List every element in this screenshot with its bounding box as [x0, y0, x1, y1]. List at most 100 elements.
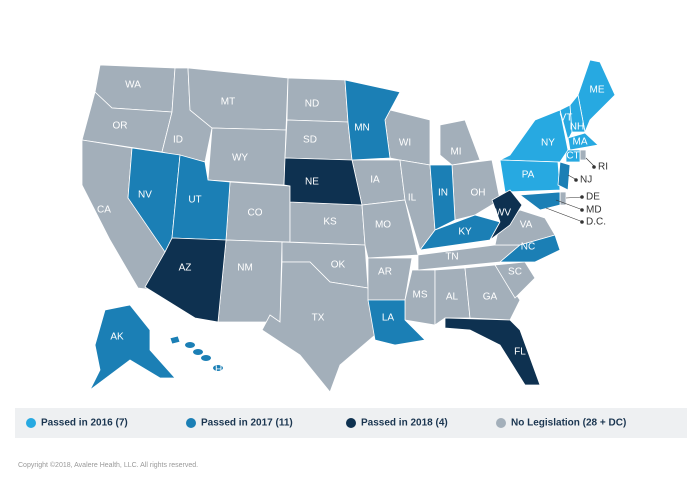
state-label: OK — [331, 260, 346, 271]
state — [367, 299, 426, 346]
state-label: CA — [97, 205, 111, 216]
leader — [545, 207, 584, 223]
state-label: UT — [188, 195, 201, 206]
state-label: NH — [570, 122, 584, 133]
state-label: OH — [471, 188, 486, 199]
state-label: WI — [399, 138, 411, 149]
legend-swatch — [186, 418, 196, 428]
island — [193, 349, 203, 355]
state-label: KY — [458, 227, 472, 238]
state — [557, 161, 571, 191]
state-label: LA — [382, 313, 395, 324]
state — [489, 189, 523, 241]
state-label: ID — [173, 135, 183, 146]
state — [89, 304, 176, 391]
state-label: RI — [598, 162, 608, 173]
state — [559, 191, 567, 206]
state-label: TX — [312, 313, 325, 324]
state — [518, 191, 561, 211]
state — [283, 157, 363, 206]
state — [569, 94, 586, 133]
state-label: MT — [221, 97, 235, 108]
state — [429, 164, 456, 231]
state-label: AL — [446, 292, 459, 303]
leader — [565, 196, 584, 199]
state — [284, 119, 353, 161]
state-label: WV — [495, 208, 511, 219]
state — [217, 239, 283, 323]
state-label: ND — [305, 99, 319, 110]
state — [494, 261, 536, 299]
state-label: MN — [354, 123, 370, 134]
state-label: NV — [138, 190, 152, 201]
leader-dot — [592, 165, 596, 169]
state-label: MO — [375, 220, 391, 231]
leader-dot — [580, 195, 584, 199]
state-label: SC — [508, 267, 522, 278]
legend-label: Passed in 2016 (7) — [41, 418, 128, 429]
state-label: AR — [378, 267, 392, 278]
state — [169, 335, 181, 345]
state-label: TN — [445, 252, 458, 263]
state-label: OR — [113, 121, 128, 132]
legend-label: No Legislation (28 + DC) — [511, 418, 626, 429]
state-label: NY — [541, 138, 555, 149]
copyright: Copyright ©2018, Avalere Health, LLC. Al… — [18, 461, 198, 469]
island — [185, 342, 195, 348]
state-label: KS — [323, 217, 337, 228]
state-label: AK — [110, 332, 124, 343]
state — [498, 234, 561, 263]
state-label: VA — [520, 220, 533, 231]
state-label: IN — [438, 188, 448, 199]
state — [565, 149, 581, 163]
legend-label: Passed in 2017 (11) — [201, 418, 293, 429]
state-label: VT — [560, 113, 573, 124]
state — [344, 79, 401, 161]
state-label: MA — [573, 137, 588, 148]
state — [464, 264, 521, 321]
leader-dot — [580, 220, 584, 224]
state-label: GA — [483, 292, 498, 303]
state — [567, 132, 599, 151]
state-label: NE — [305, 177, 319, 188]
legend-swatch — [496, 418, 506, 428]
state-label: MI — [450, 147, 461, 158]
state-label: MD — [586, 205, 602, 216]
state — [419, 214, 501, 251]
state-label: WY — [232, 153, 248, 164]
state-label: D.C. — [586, 217, 606, 228]
state-label: MS — [413, 290, 428, 301]
state-label: SD — [303, 135, 317, 146]
state-label: CO — [248, 208, 263, 219]
leader-dot — [574, 178, 578, 182]
state — [144, 237, 227, 323]
state — [361, 199, 419, 259]
state — [367, 257, 413, 301]
state-label: WA — [125, 80, 141, 91]
legend-label: Passed in 2018 (4) — [361, 418, 448, 429]
state — [404, 269, 436, 326]
state — [261, 261, 376, 393]
state-label: ME — [590, 85, 605, 96]
state-label: AZ — [179, 263, 192, 274]
island — [213, 365, 223, 371]
state — [439, 119, 481, 166]
state — [444, 317, 541, 386]
state — [579, 149, 587, 161]
state-label: NJ — [580, 175, 592, 186]
state-label: DE — [586, 192, 600, 203]
state-label: NC — [521, 242, 535, 253]
state-label: IL — [408, 193, 417, 204]
legend-swatch — [26, 418, 36, 428]
state — [499, 109, 569, 163]
legend-swatch — [346, 418, 356, 428]
state-label: NM — [237, 263, 253, 274]
state-label: PA — [522, 170, 535, 181]
state-label: FL — [514, 347, 526, 358]
state — [499, 159, 561, 193]
state-label: IA — [370, 175, 380, 186]
leader — [555, 199, 584, 211]
state-label: HI — [215, 365, 225, 376]
